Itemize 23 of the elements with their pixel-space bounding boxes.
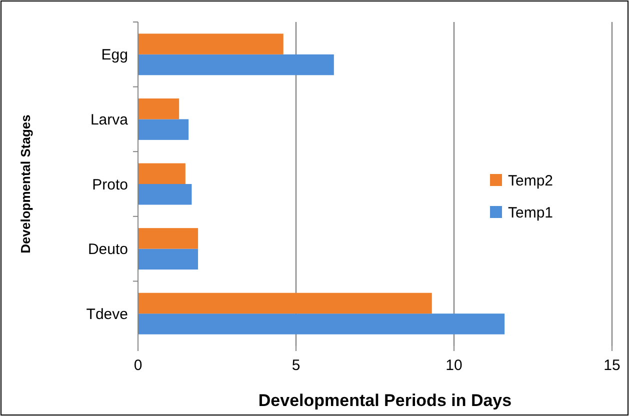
bar	[138, 54, 334, 76]
bar	[138, 228, 198, 249]
bar	[138, 98, 180, 120]
y-axis-title: Developmental Stages	[18, 114, 33, 254]
y-tick-label: Egg	[101, 46, 128, 64]
y-tick-label: Larva	[90, 111, 129, 128]
legend-label: Temp2	[508, 172, 554, 190]
bar	[138, 314, 505, 334]
x-tick-label: 15	[604, 357, 620, 374]
bar	[138, 163, 186, 184]
y-tick-label: Tdeve	[86, 306, 128, 323]
y-tick-label: Deuto	[88, 241, 128, 258]
x-tick-label: 10	[446, 357, 462, 374]
bar	[138, 119, 189, 140]
bar	[138, 34, 284, 54]
x-axis-title: Developmental Periods in Days	[258, 391, 512, 410]
bar	[138, 184, 192, 205]
y-tick-label: Proto	[92, 176, 128, 194]
legend-label: Temp1	[508, 204, 554, 222]
x-tick-label: 5	[292, 357, 300, 374]
x-tick-label: 0	[134, 357, 142, 374]
bar	[138, 292, 432, 314]
bar	[138, 248, 198, 270]
